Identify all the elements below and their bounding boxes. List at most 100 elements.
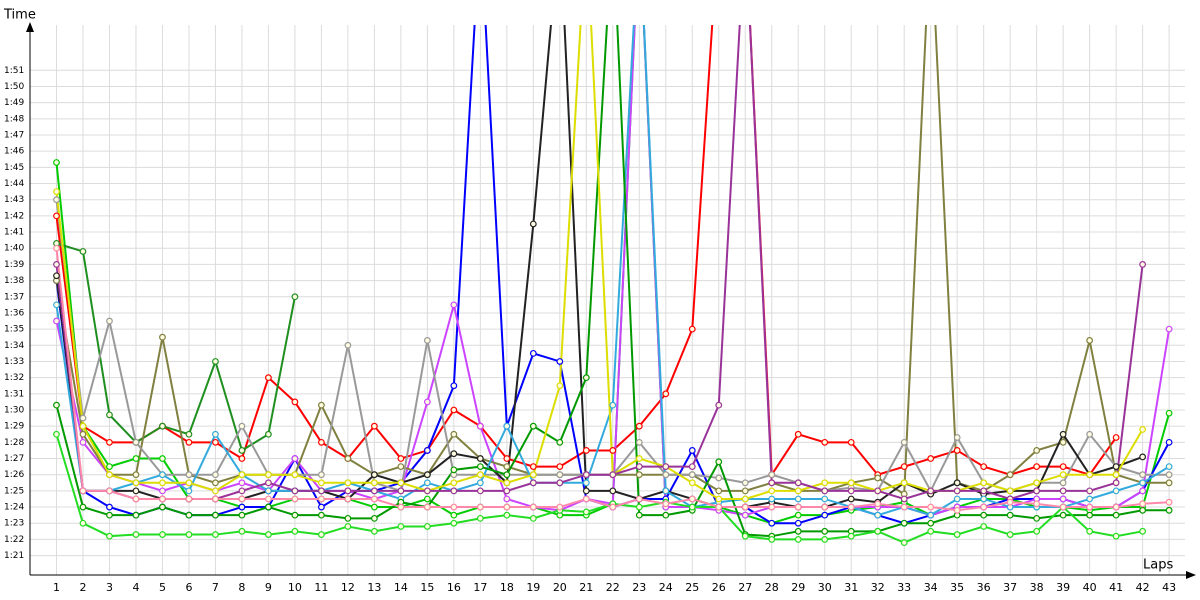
lap-marker [53,301,60,309]
lap-marker [265,430,272,438]
y-tick-label: 1:21 [4,551,24,561]
lap-marker [582,479,590,487]
lap-marker [212,479,219,487]
lap-marker [1059,511,1067,519]
lap-marker [582,508,590,516]
lap-marker [423,447,431,454]
lap-marker [291,511,299,519]
lap-marker [1033,500,1041,508]
y-tick-label: 1:47 [4,131,24,141]
lap-marker [476,487,484,495]
lap-marker [423,495,431,503]
x-axis-label: Laps [1143,558,1173,573]
lap-marker [741,511,749,519]
lap-marker [476,471,484,479]
lap-marker [556,503,564,511]
lap-marker [450,479,458,487]
lap-marker [635,471,643,479]
y-tick-label: 1:44 [4,179,24,189]
lap-marker [370,471,378,479]
lap-marker [900,519,908,527]
lap-marker [132,487,140,495]
lap-marker [821,487,829,495]
lap-marker [265,471,272,479]
lap-marker [635,455,643,462]
y-tick-label: 1:41 [4,228,24,238]
lap-marker [1086,495,1094,503]
x-tick-label: 1 [53,581,60,594]
x-tick-label: 42 [1136,581,1150,594]
lap-marker [1033,447,1041,454]
lap-marker [238,422,246,430]
lap-marker [688,503,696,511]
lap-marker [768,519,776,527]
lap-marker [423,523,431,530]
lap-marker [291,495,299,503]
lap-marker [185,438,193,446]
lap-marker [662,487,670,495]
y-tick-label: 1:28 [4,438,24,448]
lap-marker [741,479,749,487]
lap-marker [79,519,87,527]
y-tick-label: 1:50 [4,82,24,92]
lap-marker [927,503,935,511]
lap-marker [847,479,855,487]
lap-marker [106,411,113,419]
lap-marker [900,503,908,511]
lap-marker [662,463,670,471]
lap-marker [1112,503,1120,511]
lap-marker [768,503,776,511]
lap-marker [980,503,988,511]
lap-marker [529,479,537,487]
lap-marker [423,337,431,344]
x-tick-label: 27 [738,581,752,594]
x-tick-label: 11 [314,581,328,594]
lap-marker [159,487,166,495]
x-tick-label: 36 [977,581,991,594]
lap-marker [529,471,537,479]
lap-marker [1059,487,1067,495]
lap-marker [53,430,60,438]
lap-marker [741,487,749,495]
x-tick-label: 40 [1083,581,1097,594]
lap-marker [159,503,166,511]
lap-marker [821,479,829,487]
x-tick-label: 39 [1056,581,1070,594]
lap-marker [291,398,299,406]
lap-marker [609,447,617,454]
lap-marker [1165,438,1173,446]
lap-marker [794,503,802,511]
lap-marker [953,434,961,441]
y-tick-label: 1:37 [4,292,24,302]
lap-marker [185,531,193,538]
lap-marker [688,447,696,454]
x-tick-label: 33 [897,581,911,594]
lap-marker [1165,325,1173,333]
lap-marker [715,495,723,503]
lap-marker [317,511,325,519]
lap-marker [609,471,617,479]
lap-marker [900,495,908,503]
x-tick-label: 10 [288,581,302,594]
lap-marker [503,479,511,487]
lap-marker [529,422,537,430]
lap-marker [476,455,484,462]
lap-marker [106,471,113,479]
y-tick-label: 1:29 [4,422,24,432]
y-axis-arrow [26,22,34,32]
lap-marker [53,212,60,220]
lap-marker [1139,426,1147,433]
lap-marker [794,479,802,487]
lap-marker [741,532,749,540]
lap-marker [106,463,113,471]
lap-marker [79,414,87,422]
lap-marker [874,511,882,519]
lap-marker [397,463,405,471]
lap-marker [53,272,60,280]
lap-marker [265,487,272,495]
y-tick-label: 1:22 [4,535,24,545]
lap-marker [1033,463,1041,471]
lap-marker [556,438,564,446]
lap-marker [635,438,643,446]
y-tick-label: 1:27 [4,454,24,464]
